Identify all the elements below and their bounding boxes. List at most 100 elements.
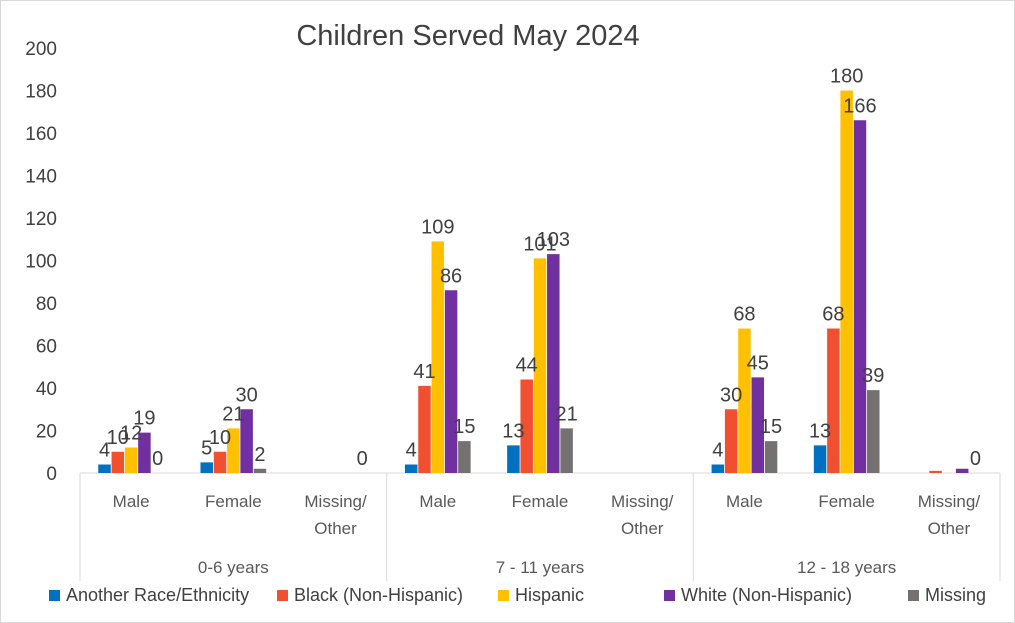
legend-label: Hispanic bbox=[515, 585, 584, 605]
data-label: 30 bbox=[236, 384, 258, 406]
data-label: 19 bbox=[133, 408, 155, 430]
x-group-label: 12 - 18 years bbox=[797, 558, 896, 577]
x-tick-label: Other bbox=[928, 519, 971, 538]
legend-label: Another Race/Ethnicity bbox=[66, 585, 249, 605]
bar bbox=[533, 258, 547, 473]
x-tick-label: Missing/ bbox=[611, 492, 674, 511]
y-tick-label: 180 bbox=[25, 82, 57, 103]
bar bbox=[431, 241, 445, 473]
chart-title: Children Served May 2024 bbox=[296, 20, 639, 52]
data-label: 68 bbox=[733, 304, 755, 326]
x-tick-label: Other bbox=[621, 519, 664, 538]
bar bbox=[867, 390, 880, 473]
bar bbox=[213, 451, 227, 473]
bar bbox=[711, 464, 725, 473]
y-axis: 0 20 40 60 80 100 120 140 160 180 200 bbox=[25, 39, 57, 485]
x-tick-label: Other bbox=[314, 519, 357, 538]
legend-swatch bbox=[664, 590, 675, 601]
y-tick-label: 100 bbox=[25, 252, 57, 273]
data-label: 15 bbox=[760, 416, 782, 438]
x-tick-label: Missing/ bbox=[304, 492, 367, 511]
data-label: 103 bbox=[537, 229, 570, 251]
bar bbox=[853, 120, 867, 473]
bar bbox=[253, 468, 267, 473]
bar bbox=[124, 447, 138, 473]
data-label: 21 bbox=[555, 403, 577, 425]
data-label: 41 bbox=[413, 361, 435, 383]
bar bbox=[738, 328, 751, 473]
data-label: 68 bbox=[822, 304, 844, 326]
y-tick-label: 20 bbox=[36, 422, 57, 443]
data-label: 10 bbox=[107, 427, 129, 449]
data-label: 0 bbox=[152, 448, 163, 470]
bar bbox=[813, 445, 827, 473]
data-label: 30 bbox=[720, 384, 742, 406]
data-label: 180 bbox=[830, 66, 863, 88]
x-tick-label: Female bbox=[205, 492, 262, 511]
bar bbox=[444, 290, 458, 473]
bar bbox=[827, 328, 840, 473]
x-group-label: 7 - 11 years bbox=[496, 558, 585, 577]
y-tick-label: 140 bbox=[25, 167, 57, 188]
bar bbox=[418, 385, 431, 473]
data-label: 10 bbox=[209, 427, 231, 449]
legend-swatch bbox=[49, 590, 60, 601]
x-tick-label: Missing/ bbox=[918, 492, 981, 511]
legend-swatch bbox=[277, 590, 288, 601]
bar bbox=[98, 464, 111, 473]
bar bbox=[840, 90, 853, 473]
data-label: 39 bbox=[862, 365, 884, 387]
bar bbox=[929, 470, 942, 473]
legend-label: Black (Non-Hispanic) bbox=[294, 585, 463, 605]
bar bbox=[200, 462, 213, 473]
bar bbox=[520, 379, 533, 473]
bar bbox=[751, 377, 764, 473]
y-tick-label: 0 bbox=[46, 464, 57, 485]
x-group-label: 0-6 years bbox=[198, 558, 269, 577]
data-label: 0 bbox=[357, 448, 368, 470]
bar bbox=[404, 464, 418, 473]
data-label: 13 bbox=[502, 420, 524, 442]
data-label: 166 bbox=[843, 95, 876, 117]
bar bbox=[111, 451, 125, 473]
x-tick-label: Male bbox=[726, 492, 763, 511]
data-label: 4 bbox=[99, 440, 110, 462]
y-tick-label: 120 bbox=[25, 209, 57, 230]
legend-label: White (Non-Hispanic) bbox=[681, 585, 852, 605]
bar bbox=[955, 468, 969, 473]
x-tick-label: Male bbox=[113, 492, 150, 511]
bar bbox=[240, 409, 253, 473]
y-tick-label: 160 bbox=[25, 124, 57, 145]
bar bbox=[507, 445, 520, 473]
data-label: 0 bbox=[970, 448, 981, 470]
legend-swatch bbox=[908, 590, 919, 601]
x-tick-label: Male bbox=[419, 492, 456, 511]
data-label: 101 bbox=[523, 233, 556, 255]
data-label: 45 bbox=[747, 352, 769, 374]
y-tick-label: 40 bbox=[36, 379, 57, 400]
data-label: 4 bbox=[406, 440, 417, 462]
bar bbox=[227, 428, 240, 473]
bar bbox=[764, 441, 778, 473]
y-tick-label: 200 bbox=[25, 39, 57, 60]
data-label: 4 bbox=[712, 440, 723, 462]
bar bbox=[458, 441, 471, 473]
data-label: 13 bbox=[809, 420, 831, 442]
data-label: 2 bbox=[254, 444, 265, 466]
data-label: 12 bbox=[120, 423, 142, 445]
legend-label: Missing bbox=[925, 585, 986, 605]
bar bbox=[138, 432, 151, 473]
x-tick-label: Female bbox=[818, 492, 875, 511]
bar bbox=[560, 428, 573, 473]
bar bbox=[547, 254, 560, 473]
legend-swatch bbox=[498, 590, 509, 601]
bar bbox=[724, 409, 738, 473]
bars bbox=[98, 90, 969, 473]
data-label: 21 bbox=[222, 403, 244, 425]
legend: Another Race/Ethnicity Black (Non-Hispani… bbox=[49, 585, 986, 605]
y-tick-label: 80 bbox=[36, 294, 57, 315]
x-axis: Male Female Missing/Other Male Female Missing… bbox=[79, 472, 1001, 581]
